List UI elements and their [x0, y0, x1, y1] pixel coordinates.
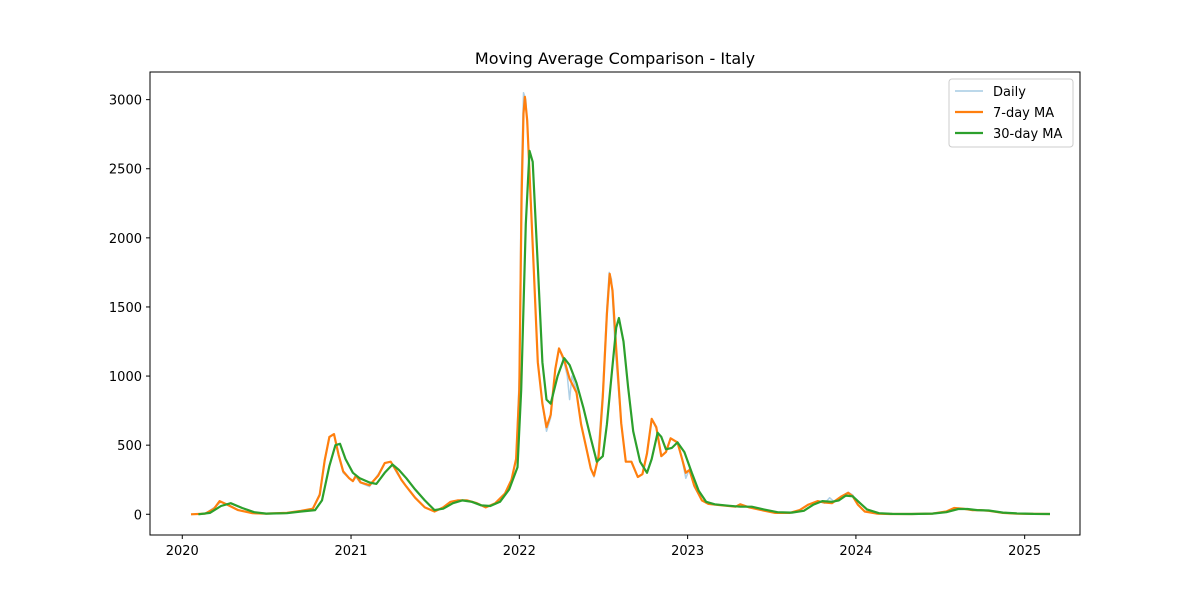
x-tick-label: 2024 — [839, 544, 872, 559]
ma30-series-line — [198, 149, 1051, 516]
y-tick-label: 2500 — [109, 163, 142, 178]
y-tick-label: 1000 — [109, 370, 142, 385]
chart-title: Moving Average Comparison - Italy — [475, 49, 755, 68]
plot-area — [149, 71, 1081, 536]
y-tick-label: 500 — [117, 439, 142, 454]
axes-frame — [149, 71, 1081, 536]
x-tick-label: 2020 — [166, 544, 199, 559]
x-tick-label: 2023 — [671, 544, 704, 559]
y-axis: 0 500 1000 1500 2000 2500 3000 — [109, 94, 150, 523]
legend-label: 30-day MA — [993, 127, 1062, 142]
legend-items: Daily 7-day MA 30-day MA — [955, 85, 1062, 142]
y-tick-label: 2000 — [109, 232, 142, 247]
x-tick-label: 2021 — [334, 544, 367, 559]
y-tick-label: 1500 — [109, 301, 142, 316]
legend-label: 7-day MA — [993, 106, 1054, 121]
x-tick-label: 2022 — [503, 544, 536, 559]
axes-background — [150, 72, 1080, 535]
x-axis: 2020 2021 2022 2023 2024 2025 — [166, 535, 1041, 559]
series-layer — [190, 91, 1051, 516]
y-tick-label: 3000 — [109, 94, 142, 109]
legend-frame — [948, 78, 1074, 148]
y-tick-label: 0 — [134, 508, 142, 523]
legend-label: Daily — [993, 85, 1026, 100]
legend: Daily 7-day MA 30-day MA — [948, 78, 1074, 148]
x-tick-label: 2025 — [1008, 544, 1041, 559]
